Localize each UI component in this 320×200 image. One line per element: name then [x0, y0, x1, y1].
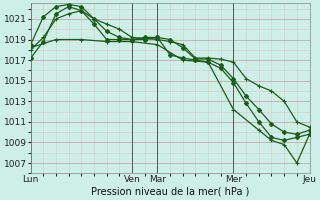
X-axis label: Pression niveau de la mer( hPa ): Pression niveau de la mer( hPa ) — [91, 187, 249, 197]
